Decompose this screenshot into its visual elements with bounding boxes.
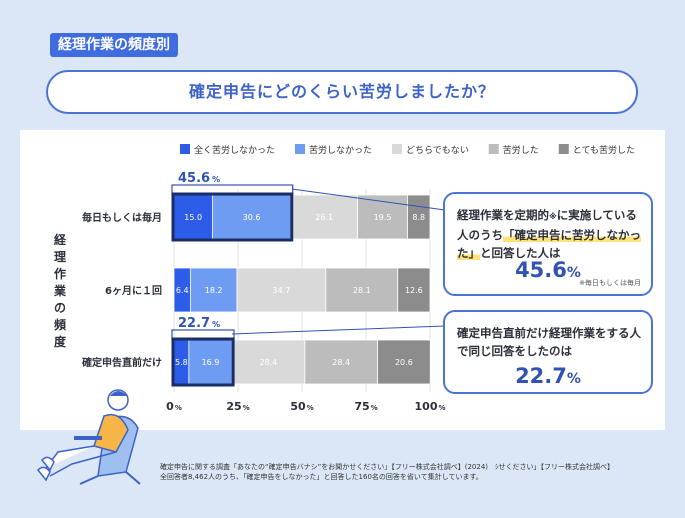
data-label-0-4: 8.8 <box>412 213 425 222</box>
bar-segment-1-3 <box>325 267 399 313</box>
callout-regular-number: 45.6 <box>515 258 567 282</box>
category-label-1: 6ヶ月に１回 <box>105 285 162 297</box>
x-tick-label-4: 100 <box>415 400 438 413</box>
highlight-unit-0: % <box>212 175 220 184</box>
chart-title: 確定申告にどのくらい苦労しましたか？ <box>188 82 495 101</box>
bar-segment-0-1 <box>211 194 292 240</box>
x-tick-unit-1: % <box>243 404 250 412</box>
data-label-2-4: 20.6 <box>395 358 413 367</box>
y-axis-title-char: 作 <box>54 266 66 281</box>
legend-label-1: 苦労しなかった <box>309 144 372 156</box>
x-tick-unit-4: % <box>438 404 445 412</box>
data-label-1-3: 28.1 <box>353 286 371 295</box>
bar-segment-0-3 <box>357 194 408 240</box>
callout-regular-text: 経理作業を定期的※に実施している人のうち「確定申告に苦労しなかった」と回答した人… <box>457 206 641 262</box>
data-label-0-2: 26.1 <box>315 213 333 222</box>
callout-last-minute: 確定申告直前だけ経理作業をする人で同じ回答をしたのは 22.7% <box>443 310 653 394</box>
x-tick-unit-3: % <box>371 404 378 412</box>
callout-regular: 経理作業を定期的※に実施している人のうち「確定申告に苦労しなかった」と回答した人… <box>443 192 653 296</box>
bar-segment-2-3 <box>304 339 378 385</box>
y-axis-title-char: 理 <box>54 250 66 264</box>
y-axis-title-char: 度 <box>54 334 67 349</box>
source-line-2: 全回答者8,462人のうち、「確定申告をしなかった」と回答した160名の回答を省… <box>160 473 483 481</box>
legend-label-2: どちらでもない <box>406 145 469 156</box>
y-axis-title-char: 経 <box>54 232 67 247</box>
data-label-0-1: 30.6 <box>243 213 261 222</box>
data-label-2-1: 16.9 <box>202 358 220 367</box>
legend-swatch-0 <box>180 144 190 154</box>
data-label-2-0: 5.8 <box>175 358 188 367</box>
source-line-1: 確定申告に関する調査「あなたの“確定申告バナシ”をお聞かせください」【フリー株式… <box>160 463 615 471</box>
callout-last-minute-value: 22.7% <box>445 364 651 388</box>
legend-swatch-1 <box>295 144 306 154</box>
bar-segment-2-4 <box>377 339 431 385</box>
legend-label-3: 苦労した <box>503 144 539 156</box>
y-axis-title-char: の <box>54 301 66 315</box>
data-label-1-2: 34.7 <box>272 286 290 295</box>
callout-last-minute-text: 確定申告直前だけ経理作業をする人で同じ回答をしたのは <box>457 326 641 358</box>
legend-swatch-4 <box>558 144 569 154</box>
data-label-1-4: 12.6 <box>405 286 423 295</box>
highlight-value-1: 22.7 <box>178 316 210 331</box>
bar-segment-1-4 <box>397 267 431 313</box>
bar-segment-2-2 <box>231 339 306 385</box>
y-axis-title-char: 頻 <box>54 317 66 332</box>
highlight-frame-0 <box>171 192 294 242</box>
callout-regular-unit: % <box>566 265 581 281</box>
data-label-2-3: 28.4 <box>332 358 350 367</box>
category-label-0: 毎日もしくは毎月 <box>82 211 162 224</box>
source-note: 確定申告に関する調査「あなたの“確定申告バナシ”をお聞かせください」【フリー株式… <box>160 462 660 482</box>
callout-regular-note: ※毎日もしくは毎月 <box>579 279 641 287</box>
x-tick-label-3: 75 <box>354 400 369 413</box>
callout-last-minute-number: 22.7 <box>515 364 567 388</box>
connector-line-1 <box>291 188 446 211</box>
connector-line-2 <box>231 325 446 335</box>
legend-swatch-2 <box>392 144 403 154</box>
callout-regular-text-a: 経理作業を定期的 <box>457 208 549 222</box>
x-tick-label-1: 25 <box>226 400 241 413</box>
legend-label-0: 全く苦労しなかった <box>194 144 275 156</box>
bar-segment-1-2 <box>236 267 327 313</box>
callout-regular-mark: ※ <box>549 212 557 221</box>
title-banner: 確定申告にどのくらい苦労しましたか？ <box>46 70 638 114</box>
callout-last-minute-unit: % <box>566 371 581 387</box>
data-label-1-1: 18.2 <box>205 286 223 295</box>
legend-swatch-3 <box>488 144 499 154</box>
category-label-2: 確定申告直前だけ <box>82 356 162 369</box>
callout-regular-value: 45.6% <box>445 258 651 282</box>
legend-label-4: とても苦労した <box>573 144 635 156</box>
highlight-unit-1: % <box>212 320 220 329</box>
data-label-0-3: 19.5 <box>374 213 392 222</box>
person-on-chair-illustration <box>36 389 141 485</box>
callout-regular-text-c: と回答した人は <box>480 246 561 260</box>
x-tick-label-0: 0 <box>166 400 174 413</box>
x-tick-label-2: 50 <box>290 400 306 413</box>
x-tick-unit-2: % <box>307 404 314 412</box>
highlight-value-0: 45.6 <box>178 171 210 186</box>
section-badge: 経理作業の頻度別 <box>50 33 178 57</box>
data-label-2-2: 28.4 <box>260 358 278 367</box>
highlight-frame-1 <box>171 337 235 387</box>
data-label-0-0: 15.0 <box>184 213 202 222</box>
bar-segment-0-2 <box>290 194 358 240</box>
data-label-1-0: 6.4 <box>176 286 189 295</box>
bar-segment-1-1 <box>189 267 238 313</box>
callout-regular-text-b: に実施している人のうち <box>457 208 637 242</box>
x-tick-unit-0: % <box>175 404 182 412</box>
y-axis-title-char: 業 <box>53 283 67 298</box>
